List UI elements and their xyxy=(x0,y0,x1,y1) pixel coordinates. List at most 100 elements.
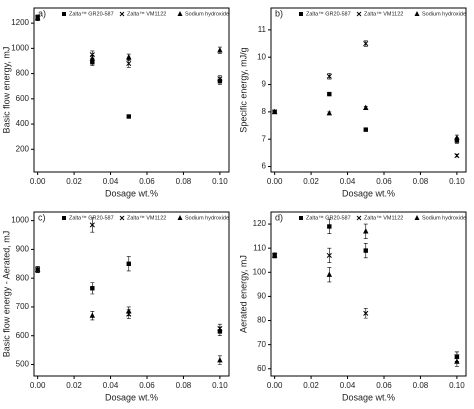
y-tick-label: 100 xyxy=(253,267,267,276)
legend-marker xyxy=(119,215,125,221)
legend-label: Zalta™ GR20-587 xyxy=(69,215,114,221)
point xyxy=(326,73,332,79)
point xyxy=(454,358,460,364)
y-tick-label: 800 xyxy=(16,69,30,78)
x-tick-label: 0.06 xyxy=(139,177,155,186)
legend-marker xyxy=(414,215,420,220)
y-tick-label: 700 xyxy=(16,302,30,311)
legend-marker xyxy=(62,12,66,16)
legend-label: Zalta™ VM1122 xyxy=(364,215,403,221)
x-tick-label: 0.04 xyxy=(103,177,119,186)
legend-label: Zalta™ VM1122 xyxy=(127,11,166,17)
point xyxy=(363,104,369,110)
point xyxy=(34,266,41,272)
point xyxy=(89,222,95,228)
y-tick-label: 1200 xyxy=(11,18,29,27)
point xyxy=(89,55,96,61)
legend-marker xyxy=(299,216,303,220)
y-tick-label: 80 xyxy=(257,316,266,325)
point xyxy=(326,271,333,277)
y-tick-label: 600 xyxy=(16,331,30,340)
point xyxy=(90,60,95,65)
y-axis-label: Specific energy, mJ/g xyxy=(238,47,248,132)
y-axis-label: Basic flow energy, mJ xyxy=(1,47,11,134)
x-tick-label: 0.02 xyxy=(66,177,82,186)
point xyxy=(363,248,368,253)
y-tick-label: 70 xyxy=(257,340,266,349)
legend-label: Sodium hydroxide xyxy=(185,11,229,17)
y-tick-label: 6 xyxy=(262,162,267,171)
y-tick-label: 8 xyxy=(262,107,267,116)
y-tick-label: 10 xyxy=(257,52,266,61)
point xyxy=(126,308,132,314)
x-tick-label: 0.08 xyxy=(176,177,192,186)
point xyxy=(271,252,278,258)
panel-label: a) xyxy=(38,8,46,18)
plot-frame xyxy=(270,7,467,173)
x-tick-label: 0.10 xyxy=(212,381,228,390)
legend-marker xyxy=(414,11,420,16)
legend-marker xyxy=(177,215,183,220)
point xyxy=(217,356,223,363)
legend-marker xyxy=(356,11,362,17)
panel-label: b) xyxy=(275,8,283,18)
x-tick-label: 0.04 xyxy=(340,177,356,186)
x-tick-label: 0.04 xyxy=(103,381,119,390)
y-tick-label: 120 xyxy=(253,219,267,228)
point xyxy=(89,312,96,318)
panel-label: d) xyxy=(275,212,283,222)
x-tick-label: 0.00 xyxy=(30,381,46,390)
x-tick-label: 0.00 xyxy=(267,177,283,186)
y-tick-label: 60 xyxy=(257,364,266,373)
point xyxy=(34,14,41,21)
y-tick-label: 900 xyxy=(16,245,30,254)
point xyxy=(217,325,223,332)
point xyxy=(327,224,332,229)
y-tick-label: 400 xyxy=(16,119,30,128)
legend-marker xyxy=(62,216,66,220)
legend-marker xyxy=(119,11,125,17)
x-axis-label: Dosage wt.% xyxy=(342,392,395,402)
y-axis-label: Basic flow energy - Aerated, mJ xyxy=(1,231,11,358)
point xyxy=(327,91,332,97)
y-tick-label: 200 xyxy=(16,144,30,153)
y-tick-label: 110 xyxy=(253,243,266,252)
legend-label: Zalta™ GR20-587 xyxy=(306,215,351,221)
legend-label: Zalta™ VM1122 xyxy=(364,11,403,17)
y-tick-label: 9 xyxy=(262,80,267,89)
x-tick-label: 0.10 xyxy=(449,177,465,186)
y-tick-label: 7 xyxy=(262,134,267,143)
point xyxy=(363,40,369,47)
legend-marker xyxy=(177,11,183,16)
y-axis-label: Aerated energy, mJ xyxy=(238,255,248,333)
point xyxy=(363,228,369,234)
point xyxy=(454,153,460,159)
x-tick-label: 0.06 xyxy=(139,381,155,390)
x-tick-label: 0.06 xyxy=(376,381,392,390)
x-tick-label: 0.04 xyxy=(340,381,356,390)
point xyxy=(271,108,278,115)
x-tick-label: 0.08 xyxy=(176,381,192,390)
x-tick-label: 0.02 xyxy=(66,381,82,390)
plot-frame xyxy=(33,211,230,377)
plot-frame xyxy=(270,211,467,377)
x-tick-label: 0.00 xyxy=(30,177,46,186)
x-tick-label: 0.08 xyxy=(413,381,429,390)
point xyxy=(126,114,131,119)
legend-label: Sodium hydroxide xyxy=(185,215,229,221)
legend-label: Zalta™ VM1122 xyxy=(127,215,166,221)
x-tick-label: 0.10 xyxy=(212,177,228,186)
point xyxy=(90,286,95,291)
legend-marker xyxy=(356,215,362,221)
x-tick-label: 0.00 xyxy=(267,381,283,390)
point xyxy=(217,76,223,82)
y-tick-label: 11 xyxy=(258,25,267,34)
x-tick-label: 0.02 xyxy=(303,381,319,390)
x-tick-label: 0.06 xyxy=(376,177,392,186)
x-axis-label: Dosage wt.% xyxy=(105,392,158,402)
x-tick-label: 0.02 xyxy=(303,177,319,186)
legend-label: Sodium hydroxide xyxy=(422,11,466,17)
legend-marker xyxy=(299,12,303,16)
